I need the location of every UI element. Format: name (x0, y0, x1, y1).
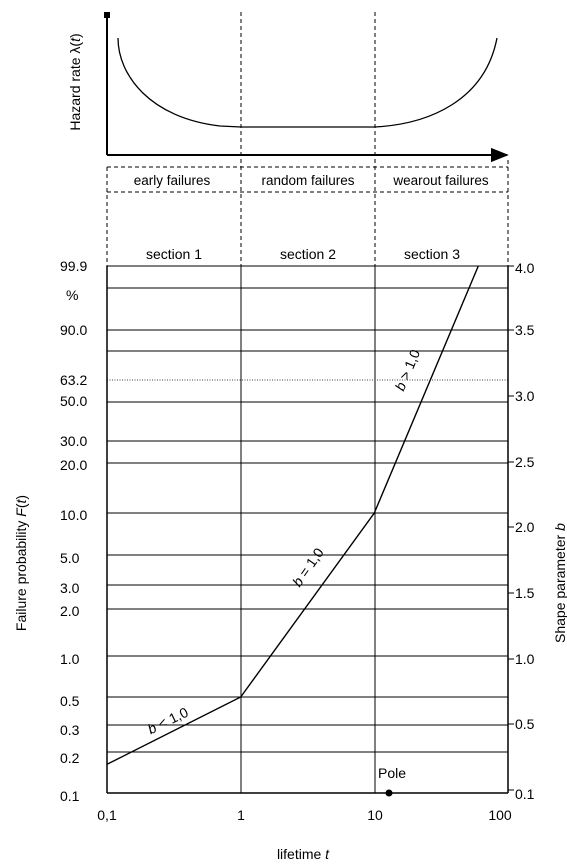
section-label-3: section 3 (404, 246, 460, 262)
x-tick-label: 0,1 (97, 807, 117, 823)
left-tick-label: 5.0 (60, 550, 80, 566)
left-tick-label: 99.9 (60, 258, 87, 274)
left-tick-label: 63.2 (60, 372, 87, 388)
left-tick-label: 0.1 (60, 788, 80, 804)
x-axis-ticks: 0,1 1 10 100 (97, 807, 512, 823)
left-axis-title: Failure probability F(t) (13, 495, 29, 631)
phase-label-random: random failures (261, 173, 354, 188)
phase-boxes: early failures random failures wearout f… (106, 12, 509, 266)
left-tick-label: 2.0 (60, 603, 80, 619)
hazard-rate-plot: Hazard rate λ(t) (67, 12, 509, 163)
weibull-plot: section 1 section 2 section 3 99.9 % 90.… (13, 246, 567, 862)
right-tick-label: 4.0 (515, 260, 535, 276)
phase-label-wearout: wearout failures (392, 173, 489, 188)
left-tick-label: 50.0 (60, 393, 87, 409)
left-axis-unit: % (66, 287, 78, 303)
right-tick-label: 2.5 (515, 454, 535, 470)
curve-labels: b < 1,0 b = 1,0 b > 1,0 (145, 347, 423, 737)
right-tick-label: 2.0 (515, 519, 535, 535)
phase-label-early: early failures (134, 173, 211, 188)
hazard-y-axis-tip (104, 12, 110, 18)
right-tick-label: 0.5 (515, 716, 535, 732)
right-tick-label: 3.5 (515, 322, 535, 338)
probability-gridlines (107, 265, 508, 753)
weibull-series-line (106, 265, 479, 765)
section-label-2: section 2 (280, 246, 336, 262)
section-label-1: section 1 (146, 246, 202, 262)
x-tick-label: 10 (367, 807, 383, 823)
left-tick-label: 1.0 (60, 651, 80, 667)
left-tick-label: 90.0 (60, 322, 87, 338)
left-tick-label: 20.0 (60, 457, 87, 473)
right-tick-label: 1.5 (515, 585, 535, 601)
left-tick-label: 10.0 (60, 507, 87, 523)
left-tick-label: 3.0 (60, 580, 80, 596)
left-tick-label: 0.3 (60, 722, 80, 738)
x-tick-label: 1 (237, 807, 245, 823)
left-tick-label: 0.5 (60, 693, 80, 709)
hazard-y-label: Hazard rate λ(t) (67, 33, 83, 130)
right-axis-title: Shape parameter b (552, 523, 567, 643)
pole-marker (385, 789, 393, 797)
bathtub-curve (117, 37, 498, 128)
curve-label-b-equal: b = 1,0 (289, 545, 327, 590)
curve-label-b-less: b < 1,0 (145, 704, 191, 737)
curve-label-b-greater: b > 1,0 (392, 347, 424, 393)
right-axis-ticks: 4.0 3.5 3.0 2.5 2.0 1.5 1.0 0.5 0.1 (508, 260, 535, 802)
right-tick-label: 0.1 (515, 786, 535, 802)
x-axis-title: lifetime t (277, 846, 330, 862)
left-axis-ticks: 99.9 % 90.0 63.2 50.0 30.0 20.0 10.0 5.0… (60, 258, 87, 804)
left-tick-label: 30.0 (60, 433, 87, 449)
left-tick-label: 0.2 (60, 750, 80, 766)
x-tick-label: 100 (488, 807, 512, 823)
right-tick-label: 1.0 (515, 651, 535, 667)
pole-label: Pole (378, 765, 406, 781)
weibull-curve (106, 265, 479, 765)
right-tick-label: 3.0 (515, 388, 535, 404)
